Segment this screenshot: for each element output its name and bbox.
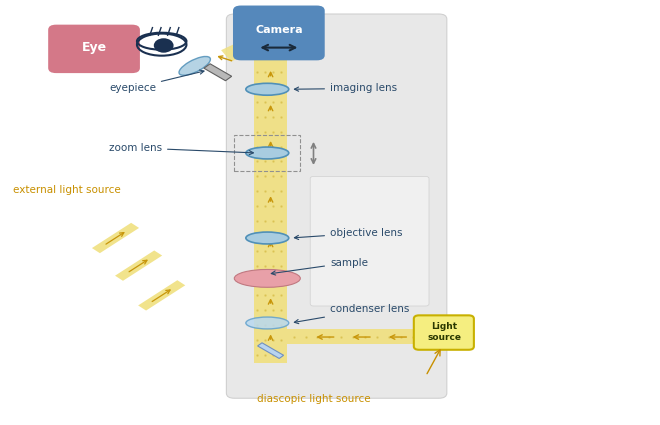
Text: Eye: Eye: [81, 41, 107, 54]
Ellipse shape: [246, 83, 289, 95]
FancyBboxPatch shape: [48, 25, 140, 73]
Text: objective lens: objective lens: [294, 228, 403, 240]
Polygon shape: [115, 250, 162, 281]
Ellipse shape: [179, 57, 211, 75]
Polygon shape: [92, 223, 139, 253]
FancyBboxPatch shape: [414, 315, 474, 350]
Ellipse shape: [154, 38, 174, 53]
Bar: [234, 135, 300, 171]
Polygon shape: [221, 42, 249, 62]
Text: Light
source: Light source: [427, 322, 461, 343]
Text: sample: sample: [271, 258, 368, 275]
Text: imaging lens: imaging lens: [294, 83, 397, 94]
FancyBboxPatch shape: [310, 176, 429, 306]
Ellipse shape: [246, 317, 289, 329]
Ellipse shape: [246, 147, 289, 159]
FancyBboxPatch shape: [226, 14, 447, 398]
Text: zoom lens: zoom lens: [109, 143, 253, 155]
Text: eyepiece: eyepiece: [109, 70, 204, 94]
Polygon shape: [138, 280, 185, 311]
Text: Camera: Camera: [255, 25, 303, 35]
Polygon shape: [204, 64, 232, 81]
Ellipse shape: [234, 269, 300, 287]
FancyBboxPatch shape: [233, 6, 325, 60]
Polygon shape: [254, 40, 287, 363]
Polygon shape: [257, 343, 284, 358]
Text: external light source: external light source: [13, 185, 121, 196]
Text: condenser lens: condenser lens: [294, 304, 409, 324]
Polygon shape: [287, 329, 426, 344]
Text: diascopic light source: diascopic light source: [257, 394, 371, 404]
Ellipse shape: [246, 232, 289, 244]
